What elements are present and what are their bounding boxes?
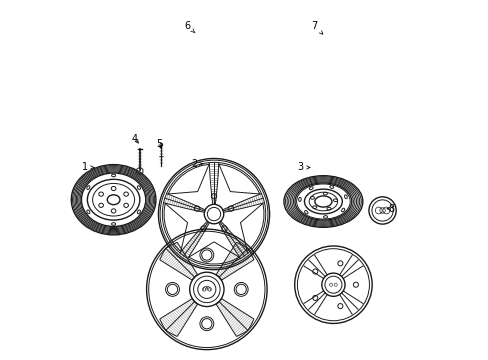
Text: 8: 8 (386, 204, 394, 214)
Text: 6: 6 (183, 21, 195, 33)
Text: 1: 1 (81, 162, 94, 172)
Text: 4: 4 (132, 134, 138, 144)
Text: 2: 2 (191, 159, 203, 169)
Text: 3: 3 (296, 162, 309, 172)
Text: 5: 5 (156, 139, 162, 149)
Text: 7: 7 (311, 21, 322, 34)
